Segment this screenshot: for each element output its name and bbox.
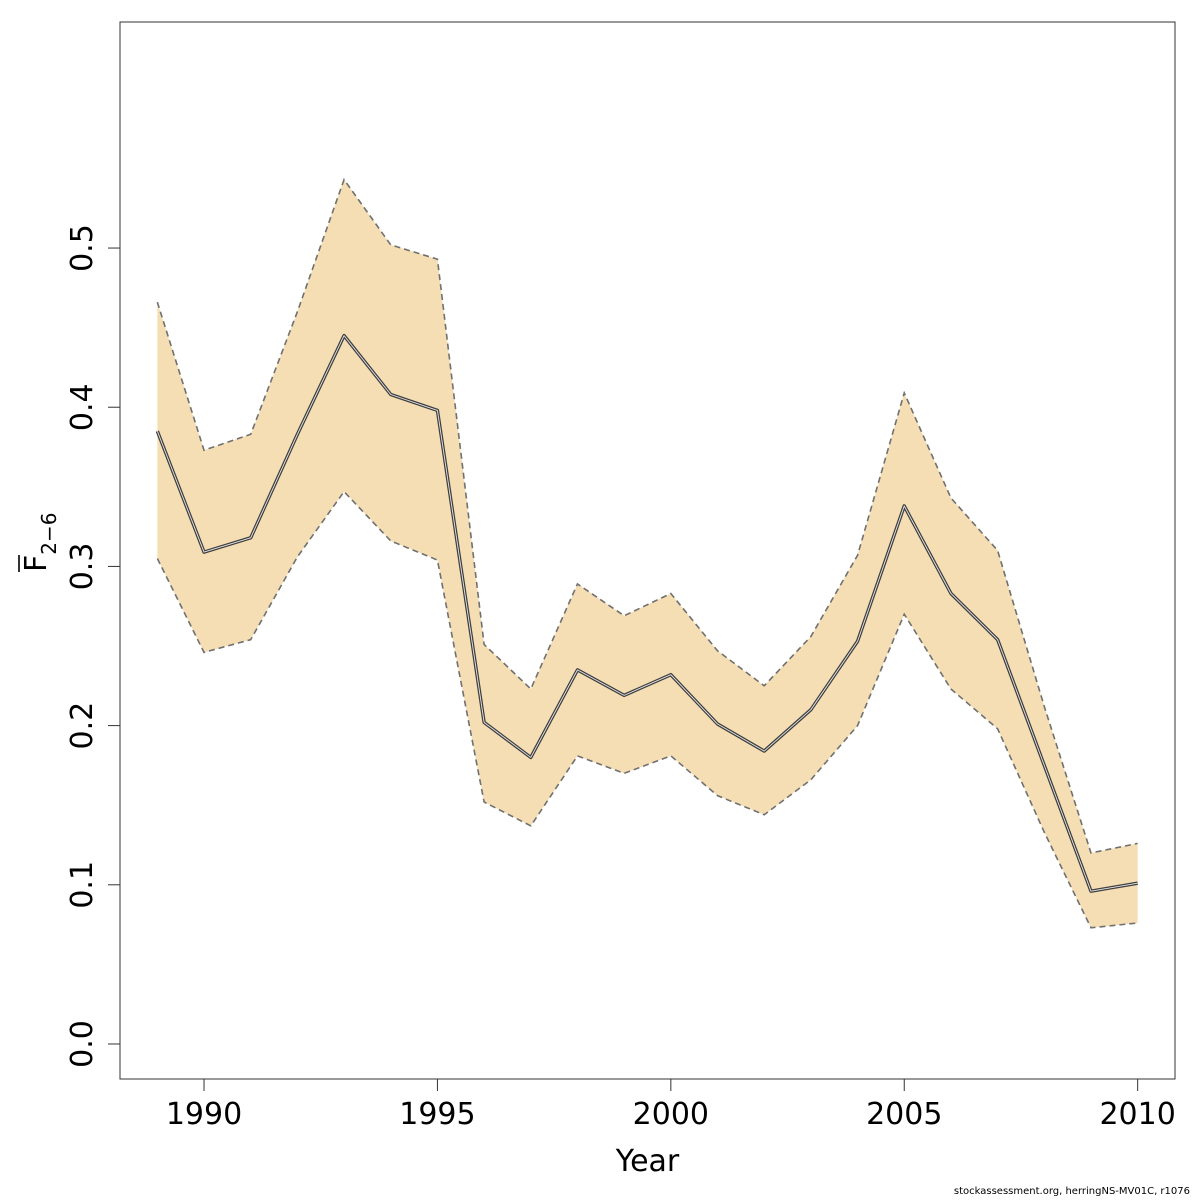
x-tick-label: 2005	[866, 1097, 942, 1132]
footer-credit: stockassessment.org, herringNS-MV01C, r1…	[953, 1186, 1190, 1197]
y-axis: 0.0 0.1 0.2 0.3 0.4 0.5	[65, 224, 120, 1068]
lower-bound-line	[156, 490, 1138, 929]
y-axis-title: F2−6	[18, 513, 61, 572]
confidence-band	[157, 179, 1138, 928]
x-tick-label: 2010	[1099, 1097, 1175, 1132]
x-tick-label: 2000	[633, 1097, 709, 1132]
x-axis-title: Year	[615, 1144, 680, 1179]
y-tick-label: 0.5	[65, 224, 100, 272]
y-tick-label: 0.4	[65, 383, 100, 431]
series-lines-layer	[155, 177, 1138, 929]
upper-bound-line	[156, 177, 1138, 854]
y-tick-label: 0.2	[65, 702, 100, 750]
x-tick-label: 1995	[399, 1097, 475, 1132]
y-title-main: F	[19, 555, 54, 572]
plot-frame	[119, 21, 1176, 1080]
x-axis: 1990 1995 2000 2005 2010	[166, 1079, 1176, 1132]
y-axis-title-text: F2−6	[19, 513, 61, 572]
x-tick-label: 1990	[166, 1097, 242, 1132]
y-title-subscript: 2−6	[37, 513, 61, 555]
y-tick-label: 0.1	[65, 861, 100, 909]
y-tick-label: 0.0	[65, 1020, 100, 1068]
confidence-band-layer	[157, 179, 1138, 928]
y-tick-label: 0.3	[65, 543, 100, 591]
estimate-line-highlight	[156, 335, 1138, 892]
